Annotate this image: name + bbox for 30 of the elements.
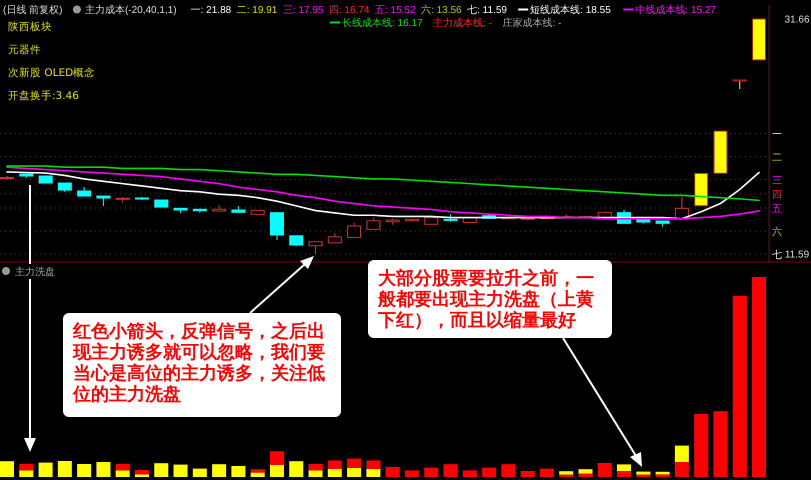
chart-title: (日线 前复权)	[3, 4, 62, 16]
annotation: 红色小箭头，反弹信号，之后出现主力诱多就可以忽略，我们要当心是高位的主力诱多，关注低位的主力洗盘	[72, 321, 325, 405]
annotation: 三: 17.95	[282, 5, 324, 16]
ref-line-label: 七	[772, 249, 782, 262]
annotation: 五: 15.52	[374, 5, 416, 16]
ref-line-label: 二	[772, 152, 782, 164]
annotation: 一: 21.88	[190, 5, 232, 16]
annotation: 陕西板块	[8, 20, 52, 33]
legend-label: 短线成本线: 18.55	[530, 4, 612, 16]
legend-label: 长线成本线: 16.17	[342, 17, 424, 29]
annotation: 六: 13.56	[421, 4, 462, 16]
ref-line-label: 四	[772, 190, 782, 201]
annotation: 四: 16.74	[328, 5, 370, 16]
annotation: 次新股 OLED概念	[8, 66, 96, 79]
annotation: 开盘换手:3.46	[8, 89, 80, 102]
annotation: 主力成本线: -	[433, 17, 492, 29]
ref-line-label: 六	[772, 226, 782, 238]
chart-title: 主力洗盘	[15, 266, 55, 278]
legend-label: 中线成本线: 15.27	[635, 4, 716, 16]
annotation: 二: 19.91	[236, 5, 278, 16]
annotation: 七: 11.59	[467, 4, 508, 16]
annotation: 大部分股票要拉升之前，一般都要出现主力洗盘（上黄下红），而且以缩量最好	[377, 268, 594, 331]
annotation: 庄家成本线: -	[502, 17, 562, 29]
annotation: 元器件	[8, 44, 41, 56]
ref-line-label: 五	[772, 204, 782, 215]
chart-subtitle: 主力成本(-20,40,1,1)	[84, 4, 177, 16]
ref-line-label: 三	[772, 176, 782, 187]
y-tick-label: 31.66	[784, 14, 810, 26]
y-tick-label: 11.59	[784, 250, 810, 261]
ref-line-label: 一	[772, 130, 782, 140]
